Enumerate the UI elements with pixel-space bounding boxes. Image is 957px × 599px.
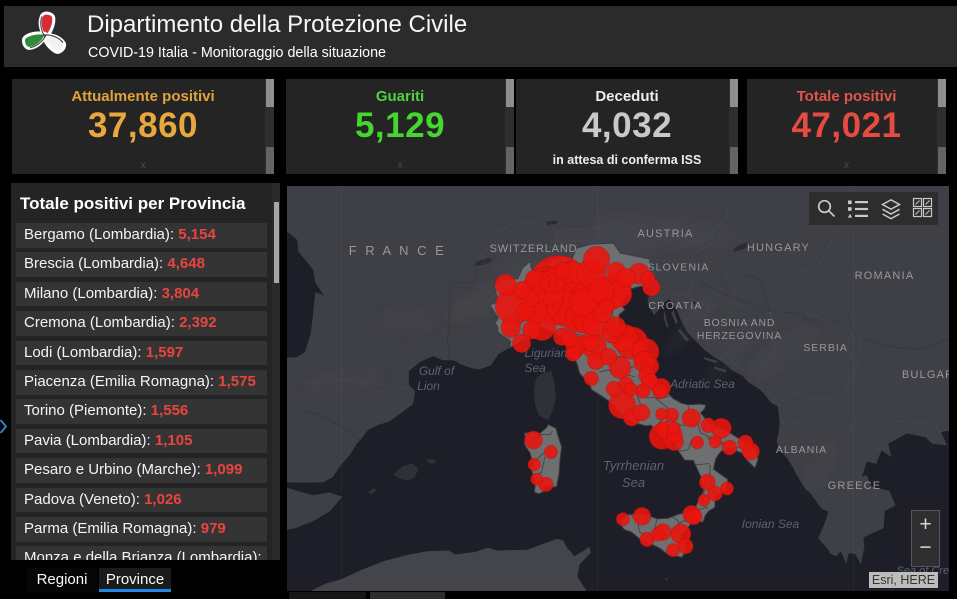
svg-text:Sea: Sea bbox=[621, 475, 644, 490]
svg-text:SWITZERLAND: SWITZERLAND bbox=[489, 243, 577, 255]
svg-text:SLOVENIA: SLOVENIA bbox=[647, 262, 709, 274]
svg-text:Tyrrhenian: Tyrrhenian bbox=[602, 458, 663, 473]
svg-text:F R A N C E: F R A N C E bbox=[348, 243, 446, 258]
svg-text:BULGARIA: BULGARIA bbox=[901, 369, 949, 381]
svg-text:Lion: Lion bbox=[417, 379, 440, 393]
svg-text:Ionian Sea: Ionian Sea bbox=[741, 517, 799, 531]
svg-text:HERZEGOVINA: HERZEGOVINA bbox=[696, 330, 781, 342]
svg-text:Sea: Sea bbox=[524, 361, 546, 375]
svg-text:SERBIA: SERBIA bbox=[803, 342, 848, 354]
svg-text:Ligurian: Ligurian bbox=[524, 346, 567, 360]
svg-text:Adriatic Sea: Adriatic Sea bbox=[669, 377, 735, 391]
svg-text:HUNGARY: HUNGARY bbox=[746, 242, 809, 254]
svg-text:AUSTRIA: AUSTRIA bbox=[637, 228, 693, 240]
svg-text:BOSNIA AND: BOSNIA AND bbox=[703, 317, 775, 329]
svg-text:ROMANIA: ROMANIA bbox=[854, 270, 914, 282]
svg-text:ALBANIA: ALBANIA bbox=[775, 444, 826, 456]
svg-text:CROATIA: CROATIA bbox=[648, 300, 702, 312]
svg-text:Gulf of: Gulf of bbox=[418, 364, 455, 378]
svg-text:GREECE: GREECE bbox=[827, 480, 881, 492]
